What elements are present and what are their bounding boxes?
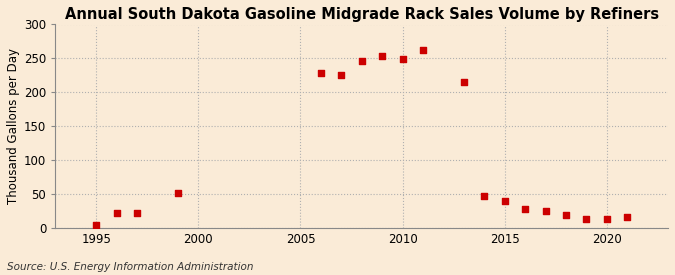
Point — [173, 191, 184, 195]
Point — [540, 208, 551, 213]
Point — [111, 211, 122, 215]
Point — [91, 222, 102, 227]
Point — [500, 199, 510, 203]
Point — [520, 206, 531, 211]
Point — [397, 57, 408, 61]
Point — [356, 59, 367, 63]
Point — [132, 211, 142, 215]
Title: Annual South Dakota Gasoline Midgrade Rack Sales Volume by Refiners: Annual South Dakota Gasoline Midgrade Ra… — [65, 7, 659, 22]
Point — [560, 213, 571, 218]
Point — [458, 79, 469, 84]
Point — [315, 71, 326, 76]
Point — [622, 215, 632, 219]
Point — [418, 47, 429, 52]
Point — [336, 73, 347, 78]
Point — [601, 217, 612, 222]
Text: Source: U.S. Energy Information Administration: Source: U.S. Energy Information Administ… — [7, 262, 253, 272]
Y-axis label: Thousand Gallons per Day: Thousand Gallons per Day — [7, 48, 20, 204]
Point — [581, 216, 592, 221]
Point — [479, 194, 489, 199]
Point — [377, 54, 387, 59]
